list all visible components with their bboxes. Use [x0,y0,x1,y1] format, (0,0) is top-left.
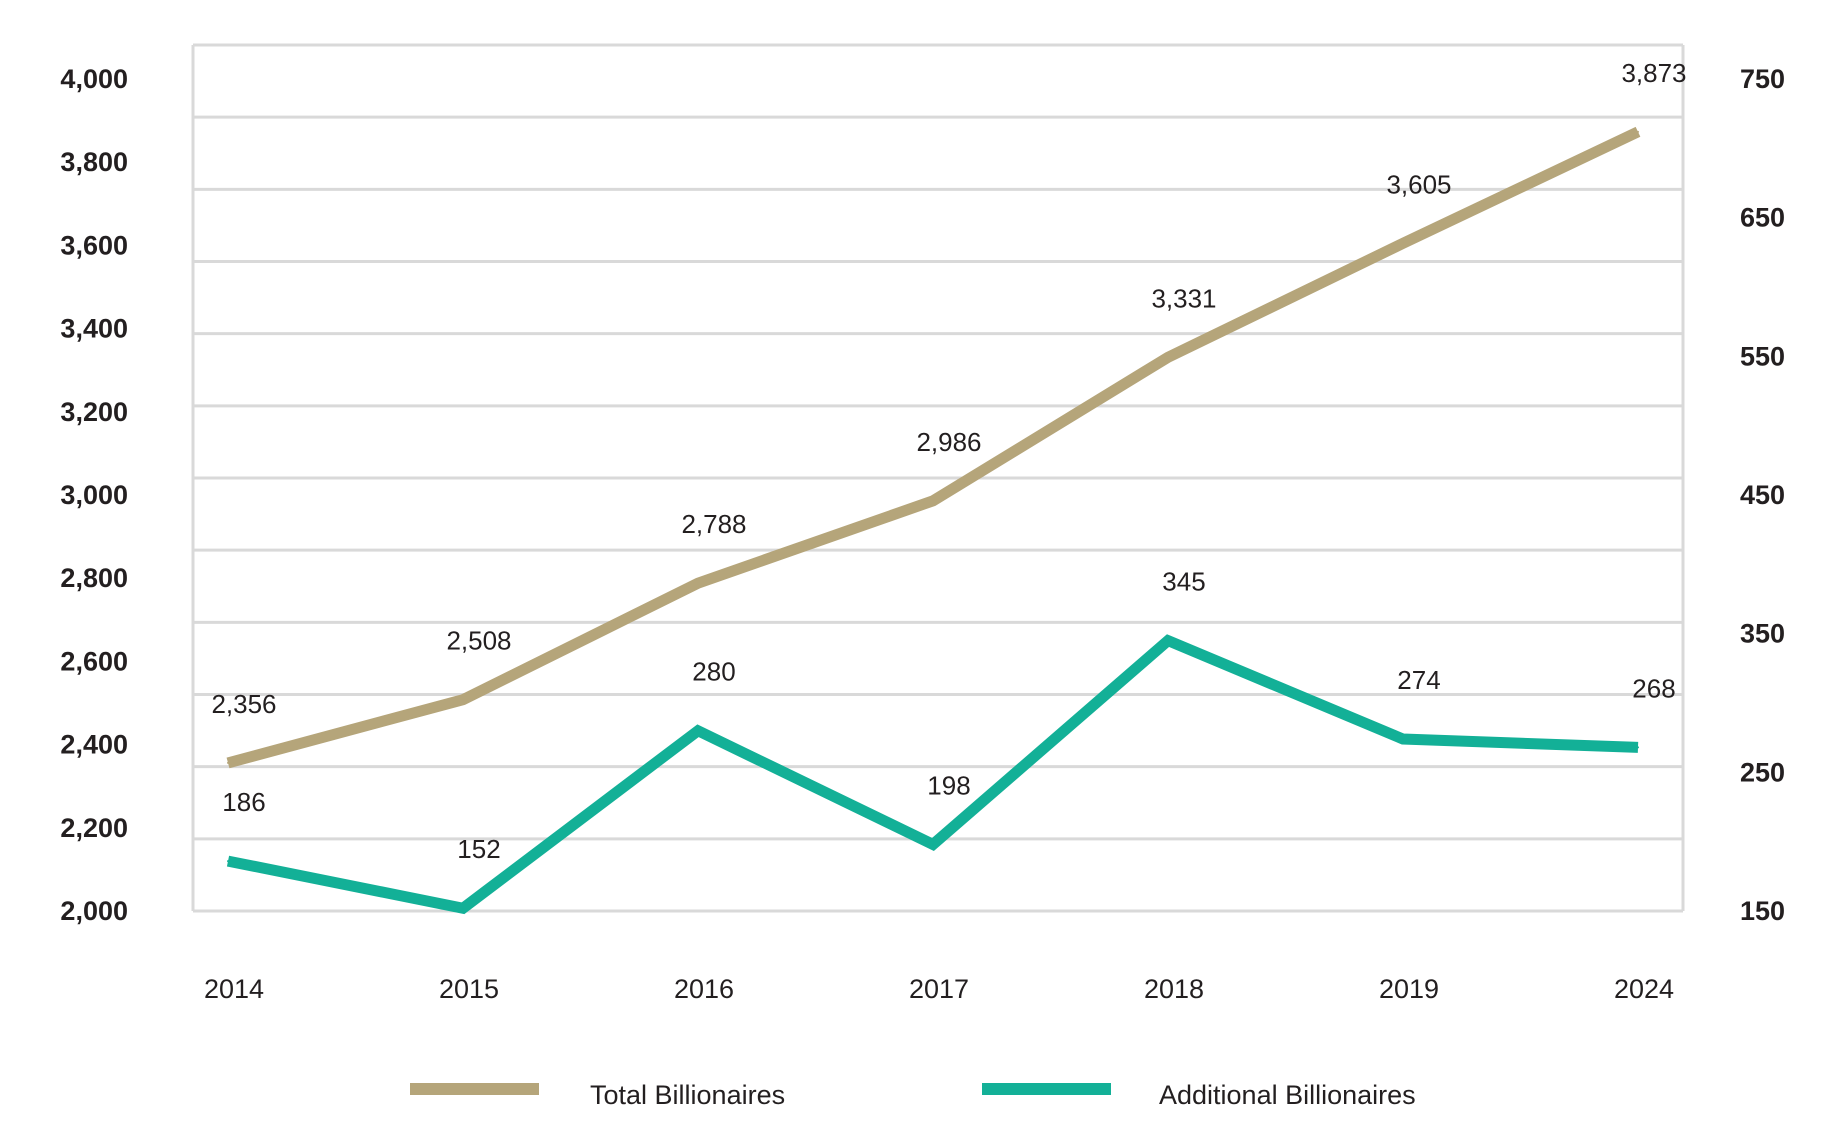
left-axis-tick-label: 3,600 [60,230,128,260]
x-axis-tick-label: 2016 [674,974,734,1004]
left-axis-tick-label: 2,600 [60,646,128,676]
left-axis-tick-label: 2,400 [60,730,128,760]
x-axis-tick-label: 2015 [439,974,499,1004]
additional-billionaires-point [1167,639,1169,642]
left-axis-tick-label: 2,200 [60,813,128,843]
left-axis-tick-label: 3,400 [60,314,128,344]
x-axis-tick-label: 2014 [204,974,264,1004]
x-axis-tick-label: 2024 [1614,974,1674,1004]
total-billionaires-point [227,761,229,764]
plot-frame [191,45,1685,911]
left-axis-tick-label: 3,000 [60,480,128,510]
legend-label-additional: Additional Billionaires [1159,1080,1416,1110]
right-axis-tick-label: 350 [1740,619,1785,649]
gridlines [193,43,1683,913]
additional-billionaires-data-label: 186 [222,787,265,817]
total-billionaires-data-label: 3,873 [1621,58,1686,88]
additional-billionaires-data-label: 345 [1162,567,1205,597]
additional-billionaires-point [697,729,699,732]
total-billionaires-data-label: 2,788 [681,509,746,539]
additional-billionaires-point [1637,746,1639,749]
additional-billionaires-data-label: 280 [692,657,735,687]
right-axis-tick-label: 150 [1740,896,1785,926]
right-axis-tick-label: 250 [1740,757,1785,787]
x-axis: 2014 2015 2016 2017 2018 2019 2024 [204,974,1674,1004]
total-billionaires-point [932,499,934,502]
total-billionaires-data-label: 2,356 [211,689,276,719]
total-billionaires-data-label: 3,605 [1386,169,1451,199]
additional-billionaires-point [1402,738,1404,741]
additional-billionaires-data-label: 274 [1397,665,1440,695]
x-axis-tick-label: 2019 [1379,974,1439,1004]
additional-billionaires-point [462,907,464,910]
additional-billionaires-data-label: 198 [927,770,970,800]
x-axis-tick-label: 2017 [909,974,969,1004]
left-y-axis: 2,000 2,200 2,400 2,600 2,800 3,000 3,200 3,400… [60,64,128,926]
right-y-axis: 150 250 350 450 550 650 750 [1740,64,1785,926]
additional-billionaires-point [227,860,229,863]
left-axis-tick-label: 2,800 [60,563,128,593]
total-billionaires-data-label: 2,508 [446,626,511,656]
total-billionaires-point [462,698,464,701]
right-axis-tick-label: 550 [1740,341,1785,371]
total-billionaires-data-label: 3,331 [1151,283,1216,313]
legend-label-total: Total Billionaires [590,1080,785,1110]
additional-billionaires-point [932,843,934,846]
total-billionaires-point [1167,356,1169,359]
total-billionaires-point [1402,242,1404,245]
additional-billionaires-data-label: 152 [457,834,500,864]
total-billionaires-point [697,582,699,585]
left-axis-tick-label: 2,000 [60,896,128,926]
legend: Total Billionaires Additional Billionaire… [410,1080,1416,1110]
left-axis-tick-label: 3,800 [60,147,128,177]
series-lines [226,126,1641,915]
data-labels: 2,356 2,508 2,788 2,986 3,331 3,605 3,873 186 15… [211,58,1686,864]
additional-billionaires-data-label: 268 [1632,673,1675,703]
total-billionaires-point [1637,130,1639,133]
right-axis-tick-label: 750 [1740,64,1785,94]
left-axis-tick-label: 3,200 [60,397,128,427]
total-billionaires-data-label: 2,986 [916,427,981,457]
right-axis-tick-label: 450 [1740,480,1785,510]
left-axis-tick-label: 4,000 [60,64,128,94]
x-axis-tick-label: 2018 [1144,974,1204,1004]
right-axis-tick-label: 650 [1740,203,1785,233]
